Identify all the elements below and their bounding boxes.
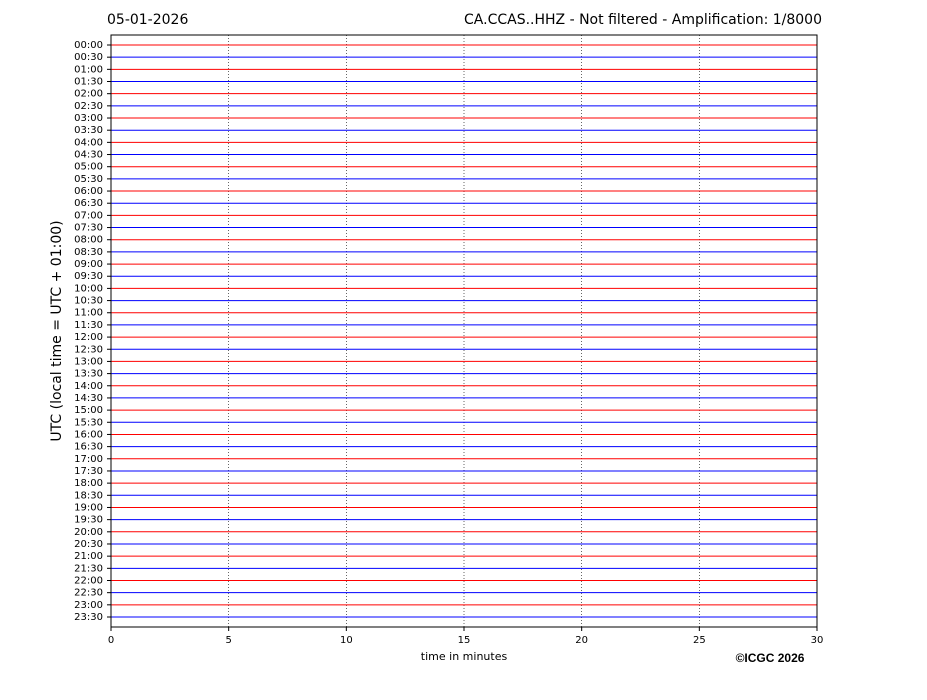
x-tick-label: 0 <box>108 635 114 646</box>
y-tick-label: 07:30 <box>74 223 103 234</box>
y-tick-label: 09:00 <box>74 259 103 270</box>
y-tick-label: 22:30 <box>74 588 103 599</box>
date: 05-01-2026 <box>107 12 188 28</box>
y-tick-label: 02:30 <box>74 101 103 112</box>
y-tick-label: 16:30 <box>74 442 103 453</box>
y-tick-label: 04:00 <box>74 137 103 148</box>
y-tick-label: 19:00 <box>74 502 103 513</box>
chart-title: CA.CCAS..HHZ - Not filtered - Amplificat… <box>464 12 822 28</box>
x-tick-label: 25 <box>693 635 706 646</box>
y-tick-label: 20:00 <box>74 527 103 538</box>
y-tick-label: 14:00 <box>74 381 103 392</box>
y-tick-label: 23:00 <box>74 600 103 611</box>
x-tick-label: 5 <box>225 635 231 646</box>
y-tick-label: 01:30 <box>74 77 103 88</box>
y-tick-label: 18:00 <box>74 478 103 489</box>
y-tick-label: 22:00 <box>74 575 103 586</box>
y-tick-label: 14:30 <box>74 393 103 404</box>
y-tick-label: 11:00 <box>74 308 103 319</box>
y-tick-label: 21:30 <box>74 563 103 574</box>
y-tick-label: 17:30 <box>74 466 103 477</box>
y-tick-label: 19:30 <box>74 515 103 526</box>
y-tick-label: 15:30 <box>74 417 103 428</box>
y-tick-label: 01:00 <box>74 64 103 75</box>
y-tick-label: 10:30 <box>74 296 103 307</box>
y-tick-label: 12:00 <box>74 332 103 343</box>
x-tick-label: 20 <box>575 635 588 646</box>
y-tick-label: 05:30 <box>74 174 103 185</box>
y-tick-label: 16:00 <box>74 429 103 440</box>
y-tick-label: 06:00 <box>74 186 103 197</box>
y-tick-label: 10:00 <box>74 283 103 294</box>
y-tick-label: 17:00 <box>74 454 103 465</box>
x-axis-label: time in minutes <box>421 650 508 663</box>
y-tick-label: 13:00 <box>74 356 103 367</box>
y-tick-label: 20:30 <box>74 539 103 550</box>
y-tick-label: 21:00 <box>74 551 103 562</box>
y-tick-label: 13:30 <box>74 369 103 380</box>
plot-frame <box>110 34 818 628</box>
y-tick-label: 03:00 <box>74 113 103 124</box>
y-tick-label: 00:30 <box>74 52 103 63</box>
y-tick-label: 03:30 <box>74 125 103 136</box>
y-tick-label: 08:00 <box>74 235 103 246</box>
x-tick-label: 30 <box>811 635 824 646</box>
y-tick-label: 12:30 <box>74 344 103 355</box>
y-axis-label: UTC (local time = UTC + 01:00) <box>49 220 65 441</box>
y-tick-label: 11:30 <box>74 320 103 331</box>
y-tick-label: 09:30 <box>74 271 103 282</box>
credit: ©ICGC 2026 <box>736 651 805 665</box>
y-tick-label: 15:00 <box>74 405 103 416</box>
y-tick-label: 00:00 <box>74 40 103 51</box>
y-tick-label: 06:30 <box>74 198 103 209</box>
x-tick-label: 15 <box>458 635 471 646</box>
y-tick-label: 18:30 <box>74 490 103 501</box>
y-tick-label: 08:30 <box>74 247 103 258</box>
x-tick-label: 10 <box>340 635 353 646</box>
y-tick-label: 05:00 <box>74 162 103 173</box>
y-tick-label: 07:00 <box>74 210 103 221</box>
y-tick-label: 02:00 <box>74 89 103 100</box>
y-tick-label: 04:30 <box>74 150 103 161</box>
y-tick-label: 23:30 <box>74 612 103 623</box>
